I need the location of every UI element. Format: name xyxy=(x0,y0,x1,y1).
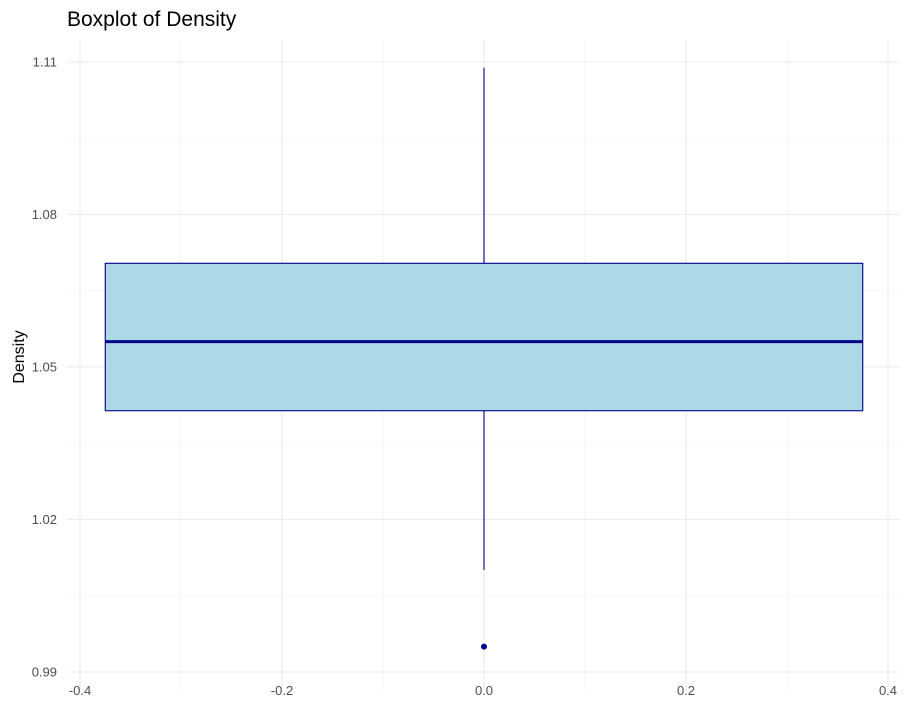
x-tick-label: 0.2 xyxy=(677,683,695,698)
y-axis-label: Density xyxy=(11,330,28,383)
x-tick-label: -0.4 xyxy=(69,683,91,698)
y-tick-label: 1.05 xyxy=(32,360,57,375)
chart-title: Boxplot of Density xyxy=(67,8,237,31)
y-tick-label: 1.11 xyxy=(33,55,57,70)
x-tick-label: 0.4 xyxy=(879,683,897,698)
y-tick-label: 1.08 xyxy=(32,207,57,222)
x-tick-label: -0.2 xyxy=(271,683,293,698)
x-tick-label: 0.0 xyxy=(475,683,493,698)
outlier-point xyxy=(481,644,487,650)
y-tick-label: 0.99 xyxy=(32,665,57,680)
iqr-box xyxy=(105,263,863,410)
y-tick-label: 1.02 xyxy=(32,512,57,527)
plot-marks xyxy=(105,68,863,650)
